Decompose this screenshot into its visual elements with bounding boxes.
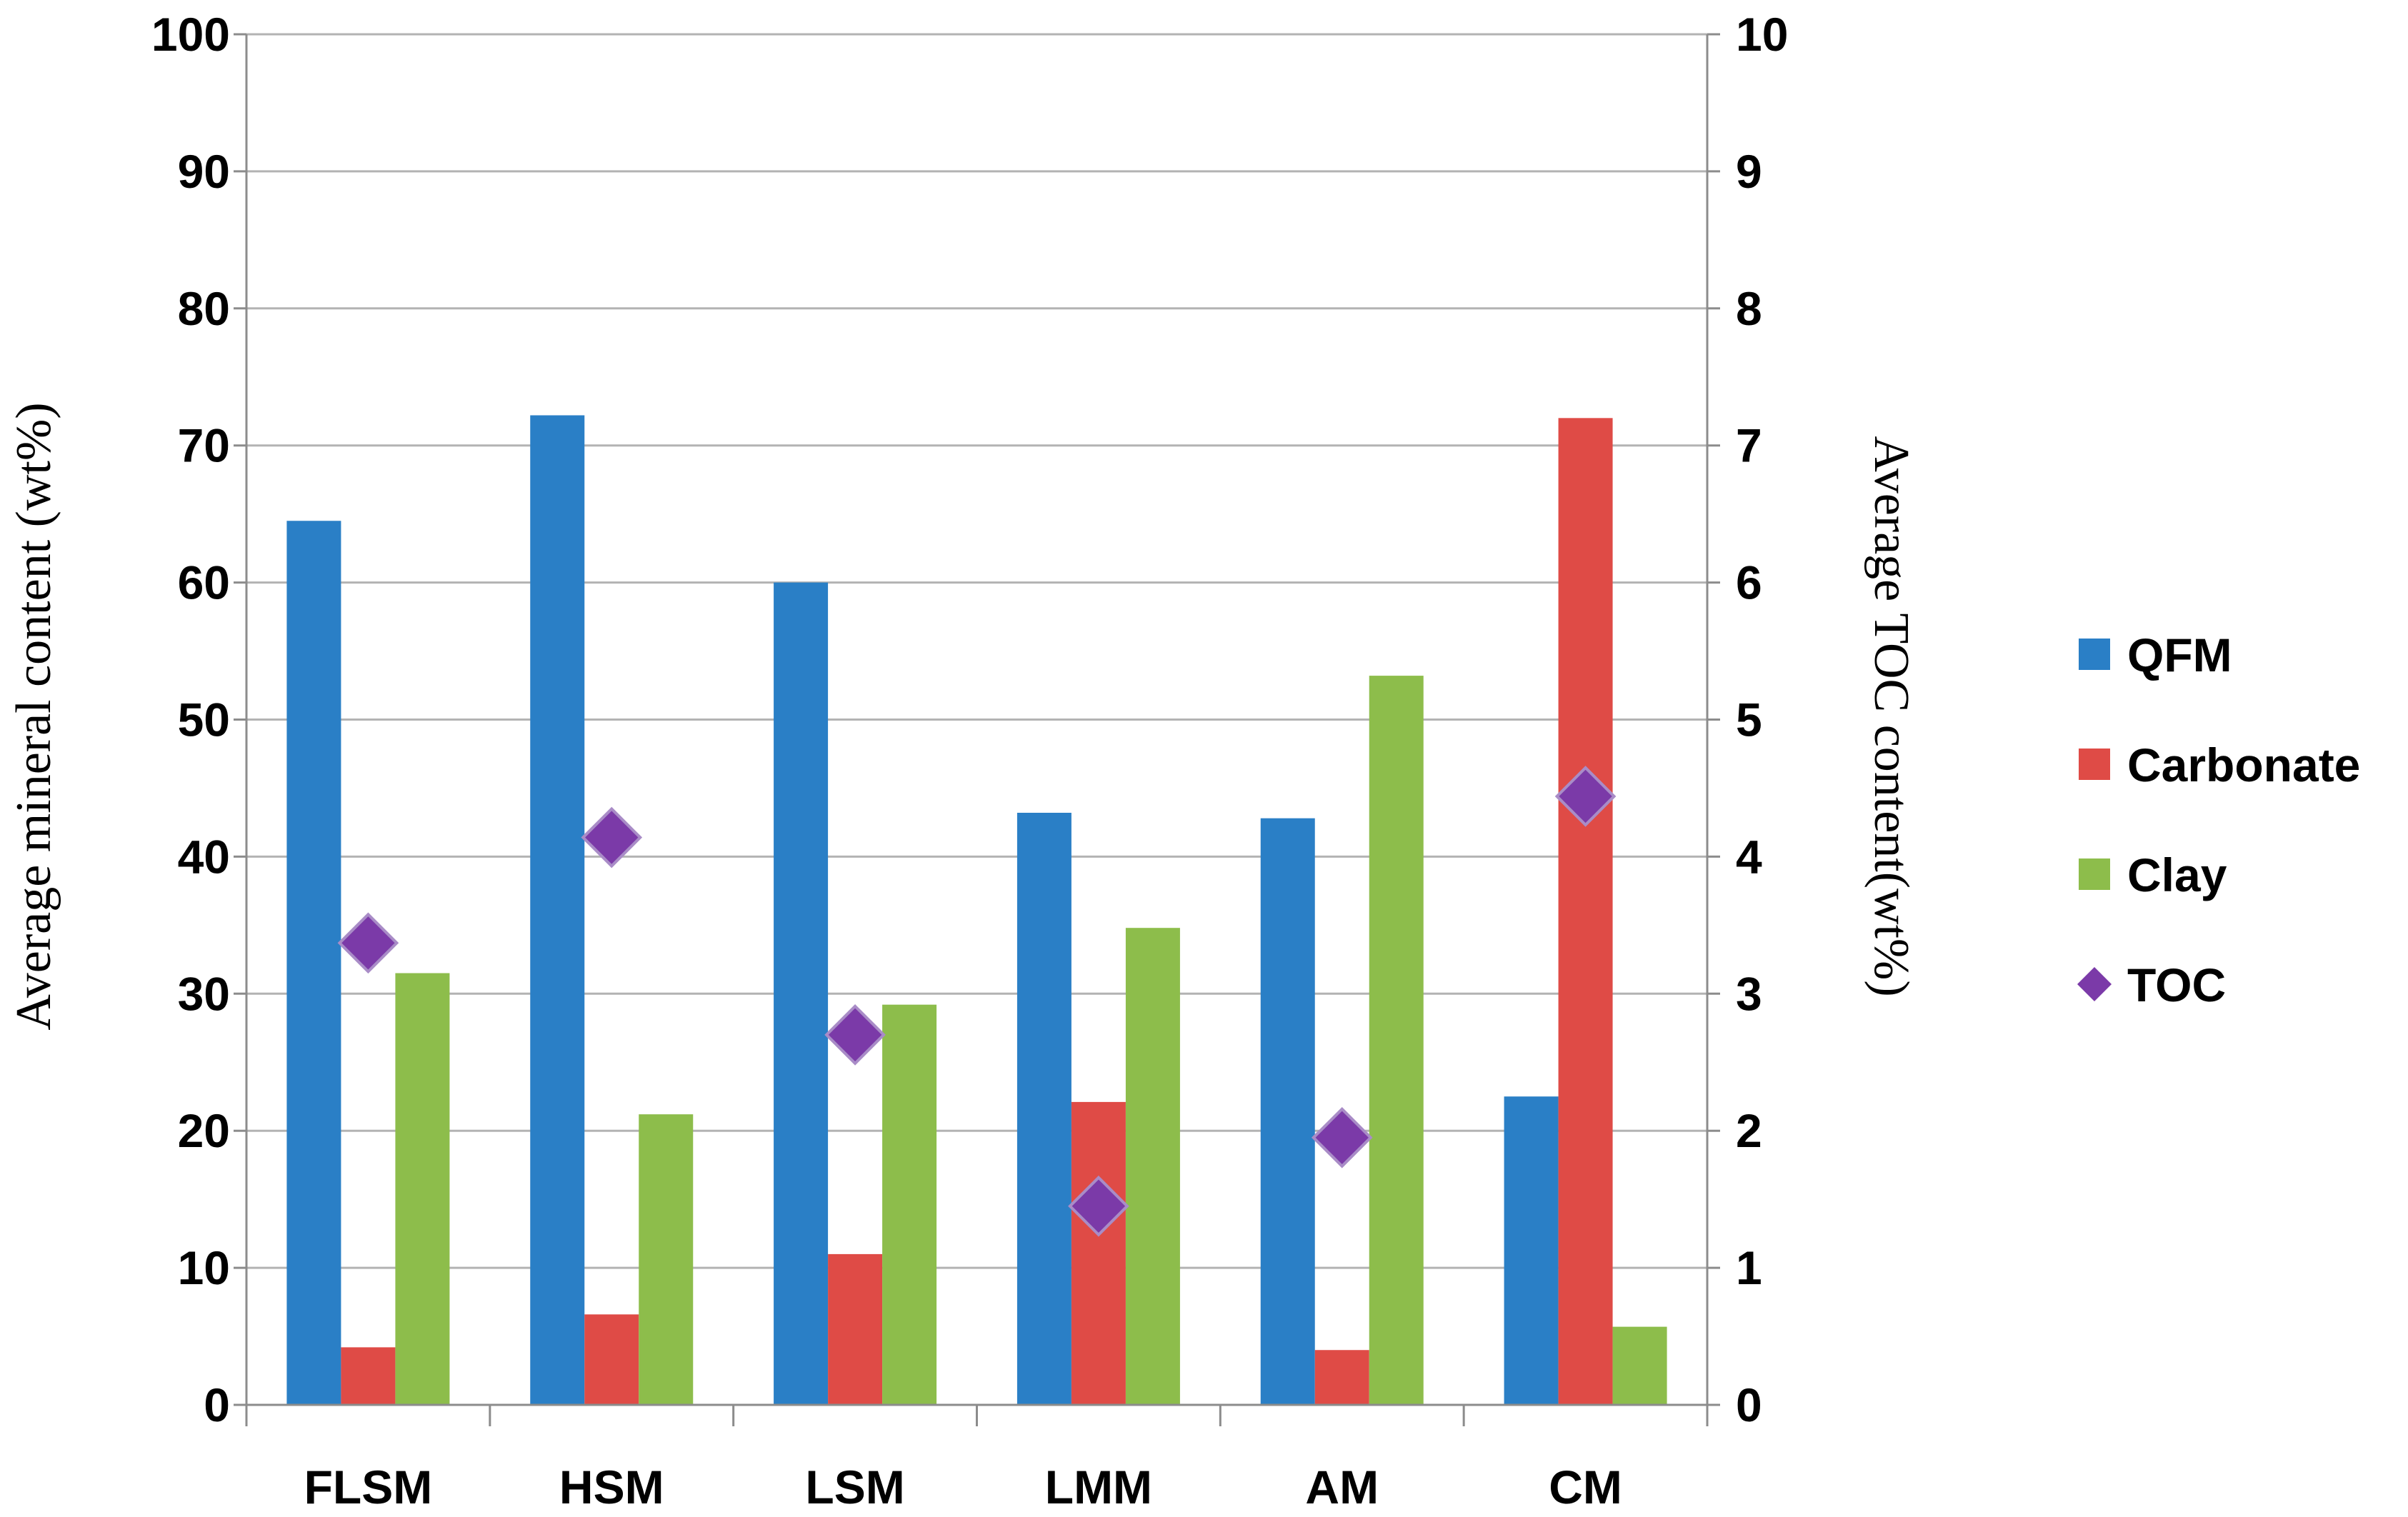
marker-toc-cm: [1554, 766, 1617, 827]
toc-markers: [337, 766, 1617, 1237]
bar-clay-am: [1369, 676, 1424, 1405]
tick-labels: 0 10 20 30 40 50 60 70 80 90 100 0 1 2 3 4 5 6 7 8 9 10 FLSM HS…: [151, 8, 1789, 1513]
y-tick-label: 100: [151, 8, 230, 61]
y-tick-label: 40: [178, 830, 230, 883]
y2-tick-label: 8: [1736, 282, 1762, 335]
y2-tick-label: 7: [1736, 419, 1762, 472]
bar-qfm-hsm: [530, 415, 585, 1406]
x-tick-label: LMM: [1045, 1461, 1152, 1513]
bar-carbonate-hsm: [584, 1314, 639, 1405]
y-tick-label: 30: [178, 967, 230, 1020]
bar-qfm-flsm: [286, 521, 341, 1405]
legend-swatch-qfm: [2079, 639, 2110, 670]
axes: [234, 33, 1720, 1426]
x-tick-label: AM: [1305, 1461, 1379, 1513]
legend-swatch-carbonate: [2079, 749, 2110, 780]
legend-label-carbonate: Carbonate: [2127, 739, 2360, 791]
y2-tick-label: 6: [1736, 556, 1762, 609]
marker-toc-hsm: [581, 806, 643, 868]
y2-tick-label: 9: [1736, 145, 1762, 198]
y-tick-label: 90: [178, 145, 230, 198]
marker-toc-lmm: [1068, 1175, 1129, 1237]
x-tick-label: CM: [1549, 1461, 1622, 1513]
y2-tick-label: 2: [1736, 1104, 1762, 1157]
y-tick-label: 20: [178, 1104, 230, 1157]
y2-tick-label: 5: [1736, 694, 1762, 746]
y-tick-label: 50: [178, 694, 230, 746]
y-tick-label: 70: [178, 419, 230, 472]
bar-clay-cm: [1612, 1326, 1667, 1405]
marker-toc-am: [1311, 1106, 1373, 1168]
y2-tick-label: 0: [1736, 1378, 1762, 1431]
legend-label-qfm: QFM: [2127, 629, 2232, 681]
legend-label-toc: TOC: [2127, 958, 2226, 1011]
bar-qfm-cm: [1504, 1096, 1559, 1405]
bar-carbonate-am: [1314, 1350, 1369, 1405]
bar-carbonate-cm: [1558, 418, 1613, 1405]
bar-clay-hsm: [639, 1114, 694, 1405]
y2-tick-label: 10: [1736, 8, 1788, 61]
bar-carbonate-lsm: [828, 1253, 883, 1405]
x-tick-label: LSM: [805, 1461, 904, 1513]
y2-axis-title: Average TOC content(wt%): [1864, 436, 1919, 996]
y2-tick-label: 4: [1736, 830, 1762, 883]
x-tick-label: HSM: [559, 1461, 664, 1513]
bar-qfm-am: [1260, 818, 1315, 1405]
y-axis-title: Average mineral content (wt%): [6, 402, 61, 1030]
bar-clay-lsm: [882, 1004, 937, 1405]
y2-tick-label: 3: [1736, 967, 1762, 1020]
x-tick-label: FLSM: [304, 1461, 433, 1513]
legend-swatch-clay: [2079, 858, 2110, 890]
bar-qfm-lsm: [774, 582, 829, 1405]
marker-toc-lsm: [824, 1004, 886, 1066]
legend-label-clay: Clay: [2127, 848, 2227, 901]
bar-qfm-lmm: [1016, 812, 1071, 1405]
bars: [286, 415, 1667, 1406]
gridlines: [246, 33, 1707, 1269]
y-tick-label: 0: [204, 1378, 230, 1431]
y-tick-label: 60: [178, 556, 230, 609]
bar-carbonate-flsm: [341, 1347, 396, 1405]
bar-clay-lmm: [1125, 928, 1180, 1405]
y2-tick-label: 1: [1736, 1241, 1762, 1294]
bar-carbonate-lmm: [1071, 1101, 1126, 1405]
y-tick-label: 10: [178, 1241, 230, 1294]
legend-swatch-toc: [2077, 967, 2112, 1001]
legend: QFM Carbonate Clay TOC: [2077, 629, 2360, 1011]
y-tick-label: 80: [178, 282, 230, 335]
bar-clay-flsm: [395, 973, 450, 1405]
marker-toc-flsm: [337, 912, 399, 974]
